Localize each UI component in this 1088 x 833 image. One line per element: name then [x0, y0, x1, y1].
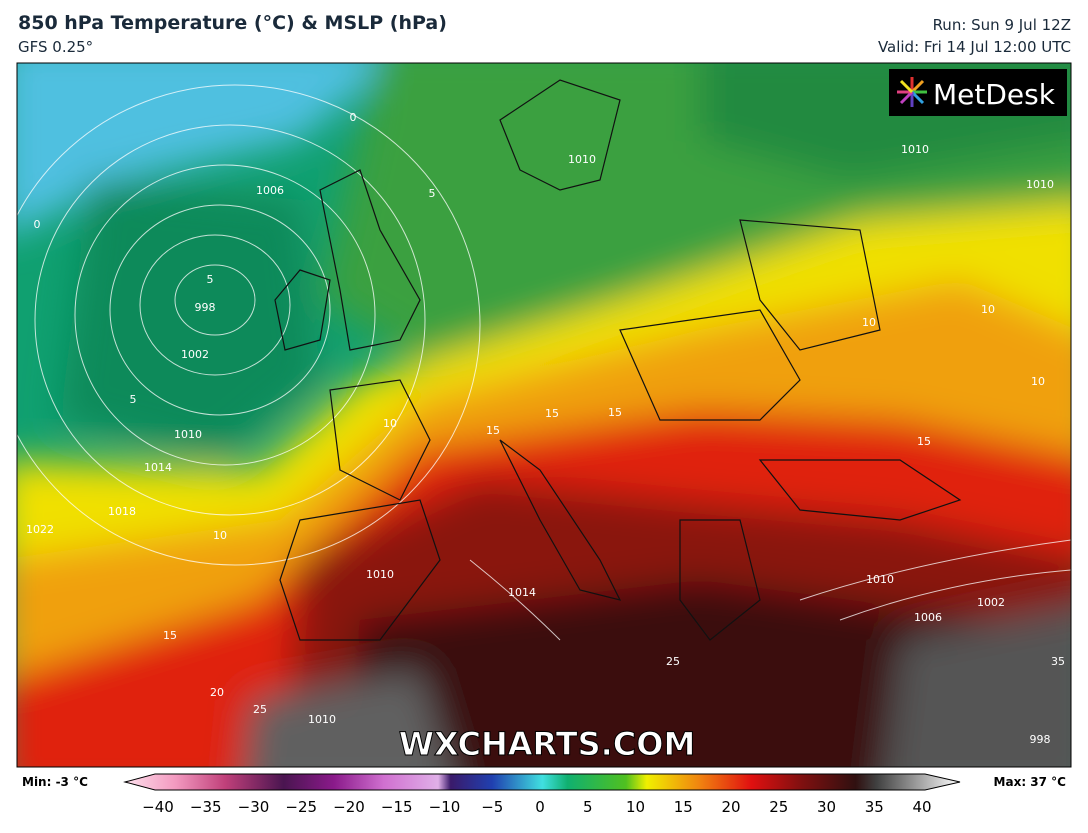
valid-time: Valid: Fri 14 Jul 12:00 UTC — [877, 38, 1071, 56]
colorbar-tick-label: −40 — [142, 798, 174, 816]
contour-label: 5 — [429, 187, 436, 200]
contour-label: 1010 — [308, 713, 336, 726]
contour-label: 1002 — [977, 596, 1005, 609]
subtitle: GFS 0.25° — [18, 38, 94, 56]
colorbar-tick-label: 40 — [912, 798, 931, 816]
colorbar — [123, 773, 961, 791]
contour-label: 35 — [1051, 655, 1065, 668]
colorbar-tick-label: 5 — [583, 798, 593, 816]
contour-label: 10 — [383, 417, 397, 430]
colorbar-tick-label: 25 — [769, 798, 788, 816]
colorbar-min: Min: -3 °C — [22, 775, 88, 789]
contour-label: 25 — [666, 655, 680, 668]
contour-label: 998 — [195, 301, 216, 314]
contour-label: 10 — [213, 529, 227, 542]
contour-label: 15 — [486, 424, 500, 437]
contour-label: 15 — [608, 406, 622, 419]
contour-label: 1010 — [568, 153, 596, 166]
colorbar-tick-label: 30 — [817, 798, 836, 816]
watermark: WXCHARTS.COM — [399, 725, 696, 763]
contour-label: 20 — [210, 686, 224, 699]
colorbar-tick-label: −25 — [285, 798, 317, 816]
colorbar-max: Max: 37 °C — [994, 775, 1067, 789]
contour-label: 998 — [1030, 733, 1051, 746]
colorbar-tick-label: 20 — [721, 798, 740, 816]
logo: MetDesk — [933, 78, 1056, 111]
contour-label: 15 — [545, 407, 559, 420]
colorbar-tick-label: −30 — [238, 798, 270, 816]
contour-label: 10 — [1031, 375, 1045, 388]
colorbar-tick-label: −5 — [481, 798, 503, 816]
contour-label: 10 — [981, 303, 995, 316]
contour-label: 5 — [130, 393, 137, 406]
contour-label: 1010 — [366, 568, 394, 581]
contour-label: 1010 — [866, 573, 894, 586]
contour-label: 1006 — [256, 184, 284, 197]
logo-icon — [897, 77, 927, 107]
contour-label: 1010 — [901, 143, 929, 156]
contour-label: 0 — [34, 218, 41, 231]
contour-label: 0 — [350, 111, 357, 124]
colorbar-tick-label: −20 — [333, 798, 365, 816]
colorbar-ticks: −40 −35 −30 −25 −20 −15 −10 −5 0 5 10 15 20 25 30 35 40 — [142, 798, 931, 816]
colorbar-tick-label: 35 — [865, 798, 884, 816]
contour-label: 1014 — [144, 461, 172, 474]
contour-label: 1002 — [181, 348, 209, 361]
contour-label: 1010 — [174, 428, 202, 441]
run-time: Run: Sun 9 Jul 12Z — [932, 16, 1071, 34]
title: 850 hPa Temperature (°C) & MSLP (hPa) — [18, 12, 447, 34]
contour-label: 15 — [163, 629, 177, 642]
colorbar-tick-label: −15 — [381, 798, 413, 816]
contour-label: 5 — [207, 273, 214, 286]
contour-label: 1010 — [1026, 178, 1054, 191]
temperature-field — [17, 63, 1071, 767]
contour-label: 1014 — [508, 586, 536, 599]
contour-label: 1018 — [108, 505, 136, 518]
colorbar-tick-label: 0 — [535, 798, 545, 816]
colorbar-tick-label: 15 — [674, 798, 693, 816]
contour-label: 25 — [253, 703, 267, 716]
contour-label: 1022 — [26, 523, 54, 536]
colorbar-tick-label: −10 — [429, 798, 461, 816]
contour-label: 15 — [917, 435, 931, 448]
contour-label: 1006 — [914, 611, 942, 624]
colorbar-tick-label: 10 — [626, 798, 645, 816]
colorbar-tick-label: −35 — [190, 798, 222, 816]
contour-label: 10 — [862, 316, 876, 329]
